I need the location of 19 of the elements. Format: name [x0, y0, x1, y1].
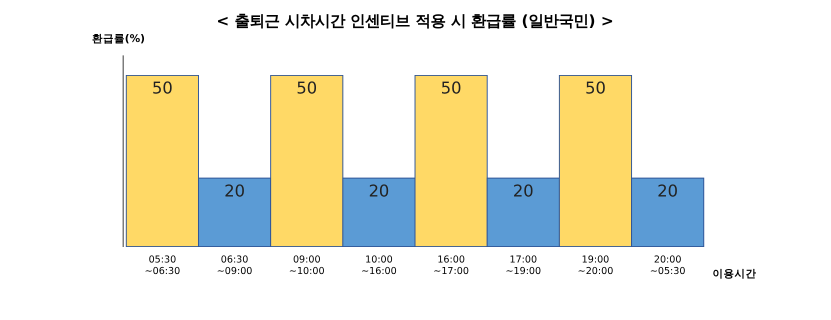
x-axis-title: 이용시간	[712, 268, 757, 280]
data-label: 50	[585, 78, 606, 98]
data-label: 50	[296, 78, 318, 98]
x-tick-label: 17:00 ~19:00	[505, 254, 542, 277]
y-axis-title: 환급률(%)	[92, 32, 145, 45]
x-tick-label: 05:30 ~06:30	[144, 254, 180, 277]
x-tick-label: 20:00 ~05:30	[650, 254, 686, 277]
data-label: 20	[657, 181, 678, 200]
chart-title: < 출퇴근 시차시간 인센티브 적용 시 환급률 (일반국민) >	[216, 12, 614, 30]
x-tick-label: 09:00 ~10:00	[288, 254, 325, 277]
data-label: 50	[152, 78, 173, 98]
data-label: 20	[224, 181, 245, 200]
data-label: 20	[368, 181, 390, 200]
x-tick-label: 19:00 ~20:00	[578, 254, 614, 277]
data-label: 50	[440, 78, 462, 98]
x-tick-label: 10:00 ~16:00	[361, 254, 397, 277]
x-tick-label: 16:00 ~17:00	[433, 254, 469, 277]
data-label: 20	[512, 181, 534, 200]
x-tick-label: 06:30 ~09:00	[216, 254, 252, 277]
